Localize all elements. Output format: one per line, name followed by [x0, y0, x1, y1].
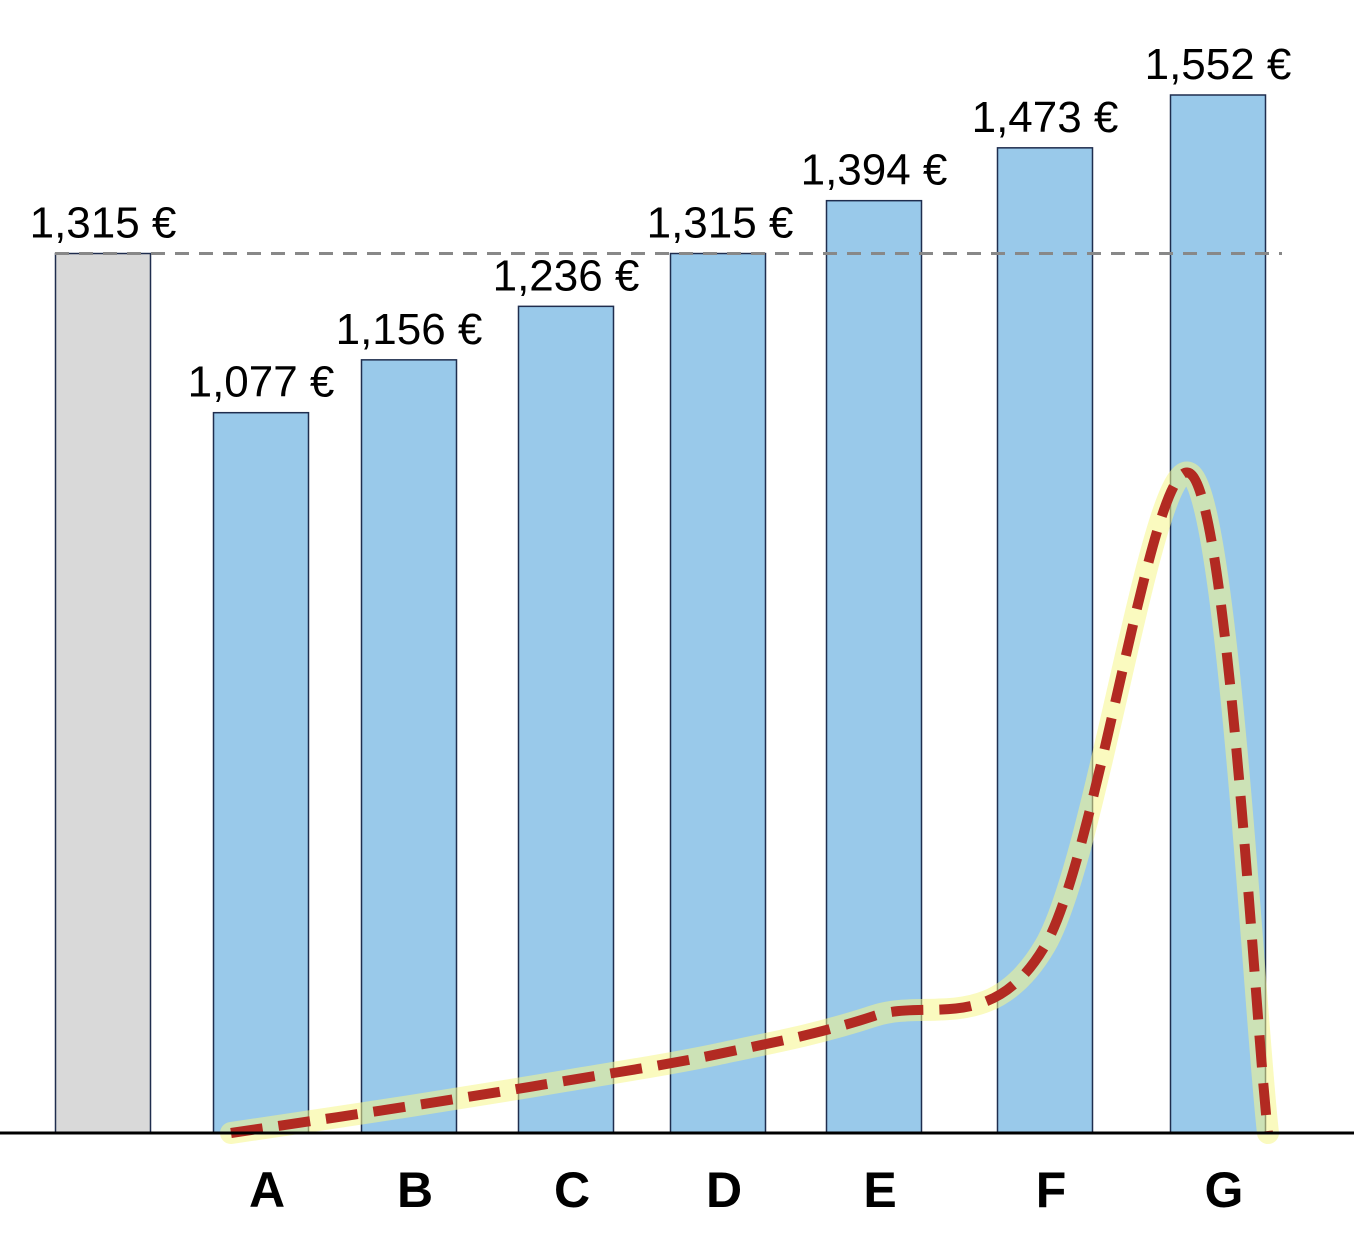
- bar-b: [360, 359, 458, 1134]
- value-label: 1,077 €: [188, 358, 335, 407]
- bar-f: [996, 147, 1094, 1134]
- category-label: F: [1036, 1162, 1067, 1218]
- category-label: D: [706, 1162, 742, 1218]
- value-labels-layer: 1,315 €1,077 €1,156 €1,236 €1,315 €1,394…: [30, 40, 1292, 407]
- category-label: E: [863, 1162, 896, 1218]
- overlay-curve-layer: [220, 461, 1279, 1144]
- bar-d: [669, 252, 767, 1134]
- bars-layer: [54, 94, 1267, 1134]
- value-label: 1,315 €: [647, 199, 794, 248]
- value-label: 1,473 €: [972, 93, 1119, 142]
- bar-c: [517, 305, 615, 1134]
- category-label: C: [554, 1162, 590, 1218]
- category-labels-layer: A B C D E F G: [249, 1162, 1244, 1218]
- category-label: A: [249, 1162, 285, 1218]
- bar-a: [212, 411, 310, 1134]
- bar-e: [825, 199, 923, 1134]
- overlay-curve: [230, 467, 1273, 1138]
- value-label: 1,394 €: [801, 146, 948, 195]
- category-label: G: [1205, 1162, 1244, 1218]
- value-label: 1,156 €: [336, 305, 483, 354]
- value-label: 1,236 €: [493, 251, 640, 300]
- value-label: 1,315 €: [30, 199, 177, 248]
- value-label: 1,552 €: [1145, 40, 1292, 89]
- bar-baseline: [54, 252, 152, 1134]
- category-label: B: [397, 1162, 433, 1218]
